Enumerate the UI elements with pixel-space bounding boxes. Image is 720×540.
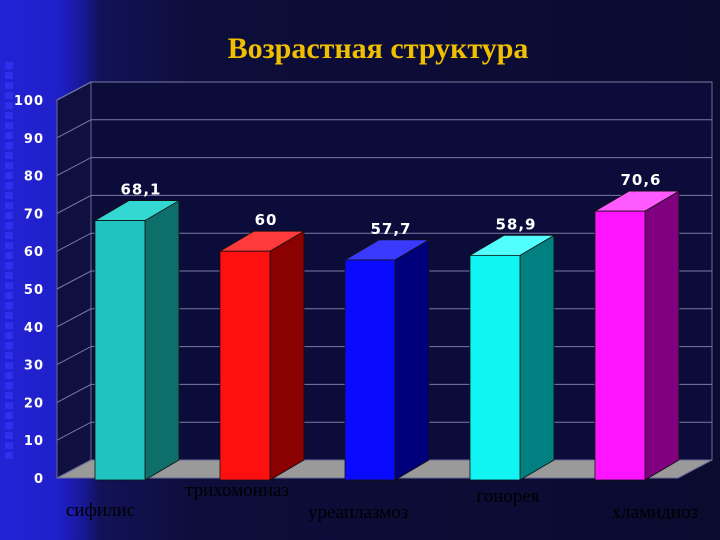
bar-side — [144, 199, 180, 481]
bar-front — [94, 220, 146, 481]
data-label: 60 — [255, 211, 278, 229]
bar — [218, 230, 306, 481]
y-tick-label: 20 — [24, 396, 44, 411]
data-label: 58,9 — [495, 215, 536, 233]
left-decoration-strip — [5, 62, 13, 459]
bar-side — [644, 190, 680, 481]
bar — [93, 199, 181, 481]
bar-front — [344, 259, 396, 481]
y-tick-label: 80 — [24, 170, 44, 185]
gridline — [56, 157, 712, 177]
y-tick-label: 60 — [24, 245, 44, 260]
category-label: хламидиоз — [612, 502, 698, 523]
bar-side — [519, 234, 555, 481]
gridline — [56, 119, 712, 139]
gridline — [56, 194, 712, 214]
category-label: гонорея — [476, 486, 539, 507]
data-label: 70,6 — [620, 171, 661, 189]
category-label: уреаплазмоз — [308, 502, 408, 523]
y-tick-label: 70 — [24, 207, 44, 222]
chart-title: Возрастная структура — [228, 32, 529, 65]
gridline — [56, 232, 712, 252]
bar-front — [219, 250, 271, 481]
bar-side — [394, 239, 430, 481]
y-tick-label: 0 — [34, 472, 44, 487]
bar-front — [594, 210, 646, 481]
category-label: сифилис — [66, 500, 135, 521]
bar — [593, 190, 681, 481]
bar-side — [269, 230, 305, 481]
gridline — [56, 81, 712, 101]
data-label: 57,7 — [370, 220, 411, 238]
y-tick-label: 50 — [24, 283, 44, 298]
bar — [468, 234, 556, 481]
category-label: трихомониаз — [185, 480, 289, 501]
y-tick-label: 100 — [14, 94, 44, 109]
bar — [343, 239, 431, 481]
y-tick-label: 40 — [24, 321, 44, 336]
y-tick-label: 90 — [24, 132, 44, 147]
data-label: 68,1 — [120, 181, 161, 199]
y-tick-label: 10 — [24, 434, 44, 449]
y-tick-label: 30 — [24, 359, 44, 374]
bar-front — [469, 254, 521, 481]
